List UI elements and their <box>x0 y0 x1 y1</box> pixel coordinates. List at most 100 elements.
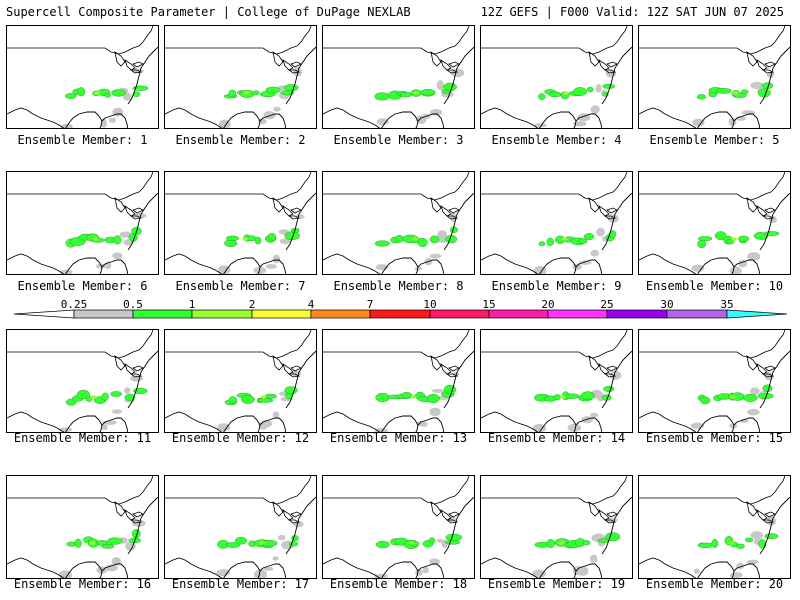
scp-area <box>697 239 706 249</box>
coastline <box>7 46 158 128</box>
ensemble-member-map <box>6 171 159 275</box>
scp-area-light <box>272 254 281 264</box>
coastline <box>639 192 790 274</box>
scp-area-mid <box>728 541 735 545</box>
scp-area <box>252 90 260 96</box>
scp-area-light <box>429 558 440 565</box>
scp-area-light <box>108 117 117 123</box>
colorbar-tick-label: 7 <box>366 298 374 311</box>
great-lakes <box>588 501 618 524</box>
ensemble-member-label: Ensemble Member: 1 <box>17 133 148 147</box>
scp-area-light <box>749 387 760 396</box>
us-canada-border <box>165 330 312 359</box>
colorbar-segment <box>73 309 134 319</box>
us-canada-border <box>165 26 312 55</box>
scp-area <box>426 393 440 404</box>
us-canada-border <box>639 476 786 505</box>
ensemble-member-label: Ensemble Member: 5 <box>649 133 780 147</box>
scp-area-light <box>217 423 231 432</box>
scp-area <box>714 231 727 241</box>
scp-map <box>323 172 474 274</box>
scp-area <box>246 235 257 242</box>
scp-area <box>741 89 749 95</box>
scp-area-light <box>431 388 445 393</box>
scp-area-mid <box>259 541 266 545</box>
coastline <box>323 496 474 578</box>
scp-area <box>110 391 122 397</box>
coastline <box>165 350 316 432</box>
scp-area <box>546 539 555 548</box>
scp-area-light <box>747 252 761 261</box>
ensemble-member-map <box>164 475 317 579</box>
scp-map <box>481 26 632 128</box>
scp-area-mid <box>243 91 250 95</box>
scp-map <box>165 330 316 432</box>
scp-area <box>257 398 274 403</box>
scp-area <box>696 94 707 100</box>
scp-area <box>131 529 141 539</box>
scp-area <box>254 236 262 245</box>
scp-area <box>603 385 615 392</box>
scp-area <box>580 391 595 400</box>
scp-area <box>700 396 711 405</box>
ensemble-member-map <box>638 171 791 275</box>
great-lakes <box>746 355 776 378</box>
scp-area-light <box>263 566 274 571</box>
scp-map <box>639 330 790 432</box>
scp-area-mid <box>413 91 420 95</box>
great-lakes <box>430 501 460 524</box>
scp-area <box>124 393 136 401</box>
scp-area-light <box>581 416 594 424</box>
scp-area-light <box>596 227 605 237</box>
scp-area <box>762 384 773 393</box>
us-canada-border <box>165 476 312 505</box>
scp-area-mid <box>729 395 736 399</box>
colorbar-tick-label: 4 <box>307 298 315 311</box>
scp-area <box>111 89 126 97</box>
ensemble-member-map <box>164 329 317 433</box>
ensemble-member-label: Ensemble Member: 7 <box>175 279 306 293</box>
scp-area <box>226 235 240 241</box>
scp-area-light <box>414 266 423 271</box>
scp-area-light <box>279 238 292 245</box>
scp-map <box>323 330 474 432</box>
scp-area-light <box>590 105 600 114</box>
ensemble-member-map <box>638 25 791 129</box>
scp-area <box>284 386 298 395</box>
scp-area-light <box>579 260 592 265</box>
ensemble-member-map <box>6 329 159 433</box>
scp-area-light <box>436 538 444 543</box>
colorbar-segment <box>251 309 312 319</box>
ensemble-member-label: Ensemble Member: 6 <box>17 279 148 293</box>
scp-area <box>101 392 109 401</box>
colorbar-tick-label: 1 <box>188 298 196 311</box>
scp-area-light <box>429 253 442 259</box>
ensemble-member-label: Ensemble Member: 15 <box>645 431 784 445</box>
ensemble-member-label: Ensemble Member: 13 <box>329 431 468 445</box>
colorbar-segment <box>547 309 608 319</box>
colorbar-segment <box>132 309 193 319</box>
scp-area-light <box>577 566 589 576</box>
scp-map <box>165 26 316 128</box>
scp-area-mid <box>731 237 738 241</box>
coastline <box>165 192 316 274</box>
scp-map <box>481 330 632 432</box>
scp-area <box>291 535 299 541</box>
great-lakes <box>430 197 460 220</box>
great-lakes <box>272 51 302 74</box>
scp-area <box>763 231 780 236</box>
scp-map <box>481 476 632 578</box>
coastline <box>481 496 632 578</box>
scp-area-light <box>273 106 281 112</box>
scp-area <box>586 86 594 93</box>
scp-area <box>538 93 546 100</box>
scp-area-light <box>119 231 132 238</box>
scp-area <box>132 85 149 91</box>
colorbar-segment <box>488 309 549 319</box>
scp-area-light <box>272 411 280 418</box>
scp-map <box>481 172 632 274</box>
scp-area-light <box>277 534 286 541</box>
scp-area-light <box>58 570 73 578</box>
colorbar-tick-label: 35 <box>720 298 734 311</box>
ensemble-member-map <box>480 25 633 129</box>
